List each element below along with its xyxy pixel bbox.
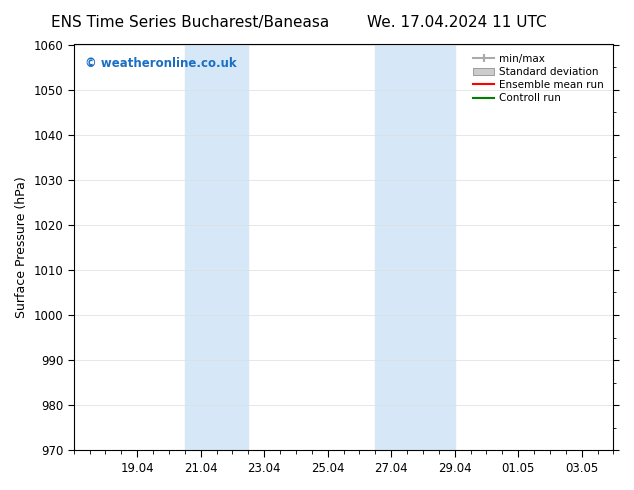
Text: We. 17.04.2024 11 UTC: We. 17.04.2024 11 UTC xyxy=(366,15,547,30)
Y-axis label: Surface Pressure (hPa): Surface Pressure (hPa) xyxy=(15,176,28,318)
Legend: min/max, Standard deviation, Ensemble mean run, Controll run: min/max, Standard deviation, Ensemble me… xyxy=(469,49,608,107)
Bar xyxy=(185,45,249,450)
Bar xyxy=(375,45,455,450)
Text: ENS Time Series Bucharest/Baneasa: ENS Time Series Bucharest/Baneasa xyxy=(51,15,329,30)
Text: © weatheronline.co.uk: © weatheronline.co.uk xyxy=(84,57,236,70)
